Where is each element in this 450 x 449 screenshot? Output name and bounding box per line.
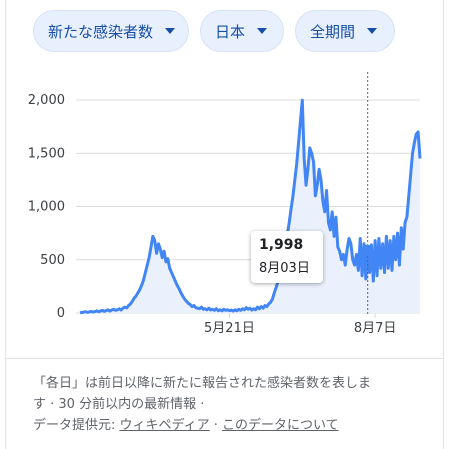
tooltip-value: 1,998 [259, 237, 304, 253]
footer-line-2: す · 30 分前以内の最新情報 · [33, 397, 205, 412]
chevron-down-icon [367, 28, 378, 34]
card-right-border [443, 0, 444, 449]
y-tick-label: 1,000 [28, 200, 65, 215]
about-data-link[interactable]: このデータについて [222, 418, 339, 433]
y-axis-labels: 0 500 1,000 1,500 2,000 [28, 93, 65, 321]
metric-dropdown-label: 新たな感染者数 [48, 22, 154, 41]
footer-line-1: 「各日」は前日以降に新たに報告された感染者数を表しま [33, 376, 372, 391]
y-tick-label: 500 [40, 253, 65, 268]
filter-bar: 新たな感染者数 日本 全期間 [0, 0, 450, 60]
hover-point[interactable] [363, 244, 373, 254]
y-tick-label: 0 [57, 306, 65, 321]
region-dropdown-label: 日本 [215, 22, 246, 41]
x-tick-label: 5月21日 [204, 321, 255, 336]
hover-tooltip: 1,998 8月03日 [251, 231, 323, 283]
period-dropdown-label: 全期間 [310, 22, 356, 41]
x-tick-label: 8月7日 [354, 321, 397, 336]
x-axis-labels: 5月21日8月7日10月24日 [204, 313, 397, 336]
chevron-down-icon [257, 28, 268, 34]
y-tick-label: 1,500 [28, 146, 65, 161]
footer-separator: · [209, 418, 223, 433]
y-tick-label: 2,000 [28, 93, 65, 108]
footer-line-3: データ提供元: ウィキペディア · このデータについて [33, 415, 433, 436]
footer-divider [5, 358, 444, 359]
source-label: データ提供元: [33, 418, 120, 433]
footer-note: 「各日」は前日以降に新たに報告された感染者数を表しま す · 30 分前以内の最… [33, 373, 433, 436]
cases-line [79, 98, 422, 315]
chevron-down-icon [165, 28, 176, 34]
period-dropdown[interactable]: 全期間 [295, 10, 395, 52]
card-left-border [5, 0, 6, 449]
wikipedia-link[interactable]: ウィキペディア [119, 418, 210, 433]
region-dropdown[interactable]: 日本 [200, 10, 284, 52]
tooltip-date: 8月03日 [259, 261, 310, 276]
metric-dropdown[interactable]: 新たな感染者数 [33, 10, 189, 52]
